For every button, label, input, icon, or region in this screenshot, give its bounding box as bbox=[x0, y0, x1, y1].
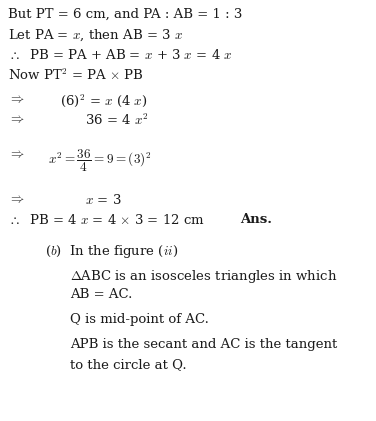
Text: Q is mid-point of AC.: Q is mid-point of AC. bbox=[70, 313, 209, 326]
Text: 36 = 4 $x^{2}$: 36 = 4 $x^{2}$ bbox=[85, 113, 149, 128]
Text: (6)$^{2}$ = $x$ (4 $x$): (6)$^{2}$ = $x$ (4 $x$) bbox=[60, 93, 147, 109]
Text: $x$ = 3: $x$ = 3 bbox=[85, 193, 121, 207]
Text: $\therefore$  PB = 4 $x$ = 4 $\times$ 3 = 12 cm: $\therefore$ PB = 4 $x$ = 4 $\times$ 3 =… bbox=[8, 213, 205, 227]
Text: Let PA = $x$, then AB = 3 $x$: Let PA = $x$, then AB = 3 $x$ bbox=[8, 28, 183, 43]
Text: $\Rightarrow$: $\Rightarrow$ bbox=[8, 93, 25, 106]
Text: to the circle at Q.: to the circle at Q. bbox=[70, 358, 186, 371]
Text: ($b$)  In the figure ($ii$): ($b$) In the figure ($ii$) bbox=[45, 243, 178, 260]
Text: $\Rightarrow$: $\Rightarrow$ bbox=[8, 193, 25, 206]
Text: $x^{2} = \dfrac{36}{4} = 9 = (3)^{2}$: $x^{2} = \dfrac{36}{4} = 9 = (3)^{2}$ bbox=[48, 148, 152, 174]
Text: $\Rightarrow$: $\Rightarrow$ bbox=[8, 113, 25, 126]
Text: $\therefore$  PB = PA + AB = $x$ + 3 $x$ = 4 $x$: $\therefore$ PB = PA + AB = $x$ + 3 $x$ … bbox=[8, 48, 233, 62]
Text: $\Delta$ABC is an isosceles triangles in which: $\Delta$ABC is an isosceles triangles in… bbox=[70, 268, 337, 285]
Text: $\Rightarrow$: $\Rightarrow$ bbox=[8, 148, 25, 161]
Text: Ans.: Ans. bbox=[240, 213, 272, 226]
Text: APB is the secant and AC is the tangent: APB is the secant and AC is the tangent bbox=[70, 338, 337, 351]
Text: But PT = 6 cm, and PA : AB = 1 : 3: But PT = 6 cm, and PA : AB = 1 : 3 bbox=[8, 8, 243, 21]
Text: AB = AC.: AB = AC. bbox=[70, 288, 132, 301]
Text: Now PT$^{2}$ = PA $\times$ PB: Now PT$^{2}$ = PA $\times$ PB bbox=[8, 68, 144, 83]
